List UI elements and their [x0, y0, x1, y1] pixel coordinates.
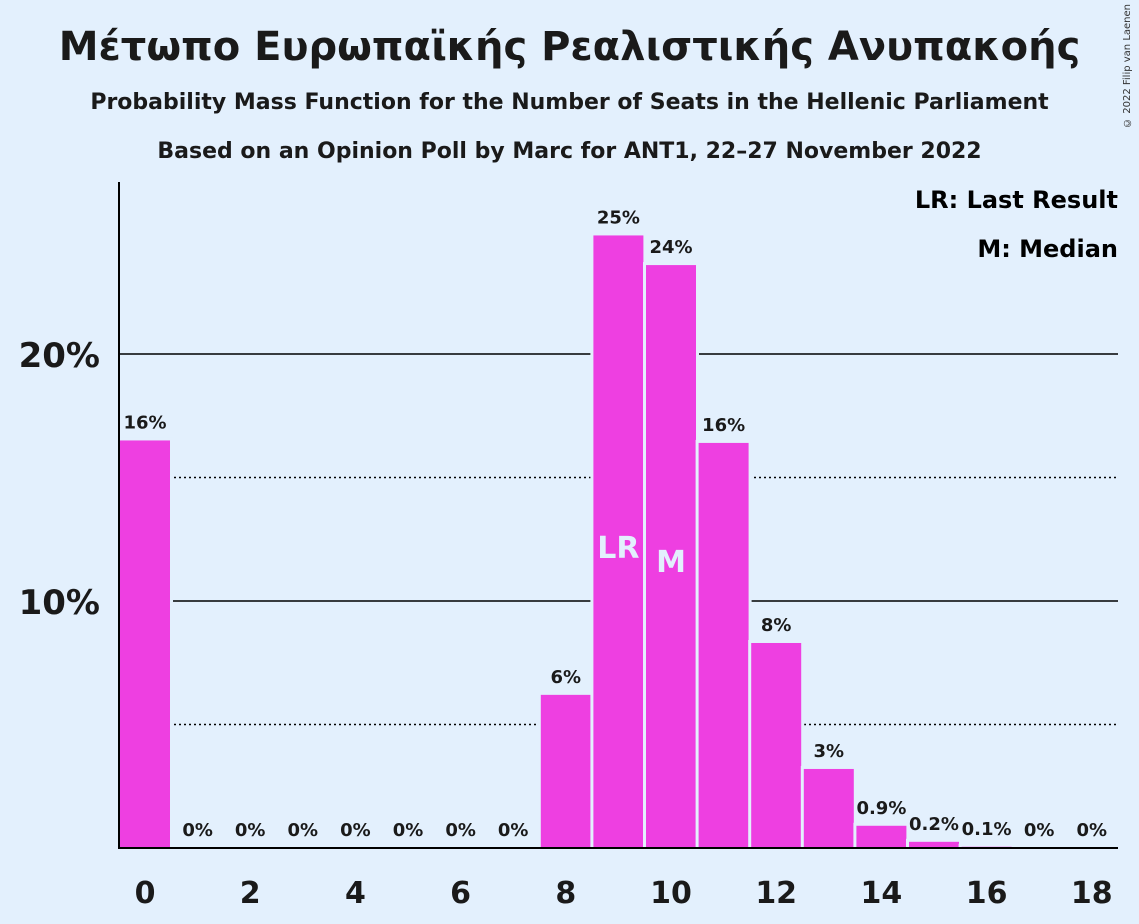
y-tick-label: 20%	[19, 336, 100, 376]
x-tick-label: 6	[450, 876, 471, 911]
bars	[117, 232, 1015, 849]
legend-median: M: Median	[977, 235, 1118, 263]
x-tick-label: 4	[345, 876, 366, 911]
bar	[751, 642, 802, 848]
bar-value-label: 8%	[761, 615, 792, 636]
bar-value-label: 25%	[597, 207, 640, 228]
bar-marker-label: LR	[597, 531, 639, 566]
bar	[540, 694, 591, 848]
bar-value-label: 0%	[235, 820, 266, 841]
legend-last-result: LR: Last Result	[915, 186, 1118, 214]
x-tick-label: 10	[650, 876, 692, 911]
bar-value-label: 0%	[1077, 820, 1108, 841]
bar-markers: LR M	[597, 531, 686, 580]
bar	[120, 440, 170, 848]
x-tick-label: 0	[135, 876, 156, 911]
x-tick-label: 8	[555, 876, 576, 911]
x-tick-label: 18	[1071, 876, 1113, 911]
bar-value-label: 0.1%	[962, 819, 1012, 840]
bar-gap	[958, 843, 1015, 848]
axes	[118, 182, 1118, 849]
chart-title: Μέτωπο Ευρωπαϊκής Ρεαλιστικής Ανυπακοής	[58, 24, 1081, 70]
bar-value-label: 0%	[393, 820, 424, 841]
x-tick-label: 16	[966, 876, 1008, 911]
chart-source-line: Based on an Opinion Poll by Marc for ANT…	[157, 139, 982, 164]
bar-value-label: 0%	[1024, 820, 1055, 841]
bar-value-label: 16%	[702, 415, 745, 436]
bar	[909, 841, 959, 848]
bar-marker-label: M	[656, 545, 686, 580]
chart-subtitle: Probability Mass Function for the Number…	[90, 90, 1049, 115]
x-tick-label: 12	[755, 876, 797, 911]
bar-value-label: 0%	[288, 820, 319, 841]
tick-labels: 0 2 4 6 8 10 12 14 16 18 10% 20%	[19, 336, 1113, 911]
bar-value-label: 0%	[340, 820, 371, 841]
bar-value-label: 0.2%	[909, 814, 959, 835]
bar	[593, 235, 644, 848]
bar-value-label: 0%	[498, 820, 529, 841]
bar	[698, 442, 749, 848]
bar-value-label: 3%	[814, 741, 845, 762]
bar-value-label: 6%	[551, 667, 582, 688]
bar-labels: 16% 0% 0% 0% 0% 0% 0% 0% 6% 25% 24% 16% 8% 3% 0.9%0.2%…	[123, 207, 1107, 841]
bar-value-label: 0.9%	[856, 798, 906, 819]
x-tick-label: 14	[861, 876, 903, 911]
bar-value-label: 16%	[123, 412, 166, 433]
bar	[646, 265, 696, 849]
bar-value-label: 0%	[182, 820, 213, 841]
y-tick-label: 10%	[19, 583, 100, 623]
bar	[803, 768, 854, 848]
x-tick-label: 2	[240, 876, 261, 911]
bar-value-label: 0%	[445, 820, 476, 841]
bar	[856, 825, 907, 848]
bar-value-label: 24%	[649, 237, 692, 258]
